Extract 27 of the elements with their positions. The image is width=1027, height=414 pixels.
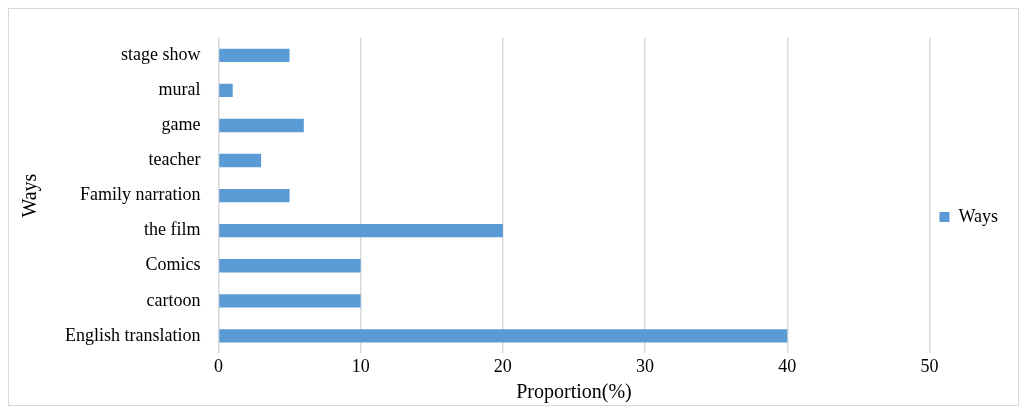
y-tick-label: game — [161, 114, 201, 135]
y-tick-label: Family narration — [80, 184, 201, 205]
bar — [219, 224, 503, 238]
bar — [219, 294, 361, 308]
x-tick-label: 30 — [636, 355, 655, 376]
bar — [219, 329, 788, 343]
y-tick-label: stage show — [120, 44, 201, 65]
y-tick-label: cartoon — [146, 289, 201, 310]
y-tick-label: Comics — [145, 254, 201, 275]
y-axis-title: Ways — [18, 173, 42, 218]
y-tick-label: English translation — [65, 324, 201, 345]
bar — [219, 118, 304, 133]
x-tick-label: 20 — [493, 355, 512, 376]
bar — [219, 83, 233, 98]
x-axis-title: Proportion(%) — [516, 380, 632, 404]
legend-label: Ways — [958, 205, 998, 226]
x-tick-label: 0 — [213, 355, 223, 376]
bar — [219, 259, 361, 273]
x-tick-label: 50 — [920, 355, 939, 376]
x-tick-label: 40 — [778, 355, 797, 376]
bar — [219, 48, 290, 62]
y-tick-label: mural — [158, 79, 201, 100]
bar — [219, 153, 262, 168]
y-tick-label: teacher — [148, 149, 201, 170]
x-tick-label: 10 — [351, 355, 370, 376]
bar — [219, 188, 290, 203]
y-tick-label: the film — [143, 219, 201, 240]
